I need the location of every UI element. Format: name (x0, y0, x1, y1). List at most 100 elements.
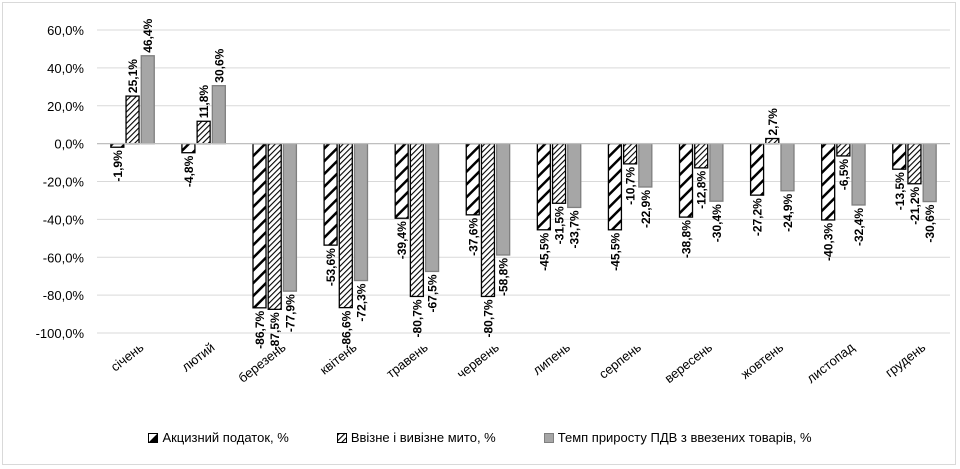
data-label: -27,2% (751, 198, 765, 236)
data-label: -87,5% (268, 312, 282, 350)
data-label: -1,9% (111, 150, 125, 182)
legend-item-excise: Акцизний податок, % (148, 430, 289, 445)
bar-dense-diagonal (551, 142, 567, 204)
data-label: -86,7% (253, 310, 267, 348)
y-tick-label: 40,0% (47, 61, 84, 76)
x-tick-label: лютий (179, 340, 218, 375)
y-tick-label: -20,0% (43, 175, 85, 190)
bar-dense-diagonal (907, 142, 922, 185)
bar-solid-gray (922, 142, 937, 203)
data-label: -45,5% (537, 232, 551, 270)
data-label: -80,7% (410, 299, 424, 337)
bar-solid-gray (851, 142, 866, 206)
y-tick-label: 20,0% (47, 99, 84, 114)
data-label: -10,7% (624, 167, 638, 205)
data-label: -77,9% (283, 294, 297, 332)
bar-solid-gray (709, 142, 724, 202)
bar-dense-diagonal (125, 95, 140, 145)
bar-light-diagonal (821, 142, 836, 221)
legend-label: Ввізне і вивізне мито, % (350, 430, 496, 445)
legend: Акцизний податок, % Ввізне і вивізне мит… (0, 430, 960, 445)
bar-light-diagonal (536, 142, 551, 231)
data-label: 46,4% (141, 18, 155, 52)
data-label: 25,1% (126, 59, 140, 93)
bar-light-diagonal (892, 142, 907, 170)
data-label: -31,5% (553, 206, 567, 244)
legend-item-vat: Темп приросту ПДВ з ввезених товарів, % (543, 430, 812, 445)
data-label: 30,6% (212, 48, 226, 82)
data-label: -53,6% (324, 248, 338, 286)
bar-dense-diagonal (480, 142, 496, 298)
data-label: -6,5% (837, 159, 851, 191)
data-label: -58,8% (497, 258, 511, 296)
x-tick-label: січень (108, 339, 147, 374)
data-label: -30,4% (710, 204, 724, 242)
bar-light-diagonal (181, 142, 196, 154)
bar-dense-diagonal (765, 137, 780, 145)
y-tick-label: -80,0% (43, 288, 85, 303)
x-tick-label: грудень (882, 339, 928, 380)
bar-dense-diagonal (338, 142, 353, 309)
bar-solid-gray (780, 142, 795, 192)
bar-solid-gray (567, 142, 582, 209)
legend-swatch-light-diagonal (148, 432, 159, 443)
data-label: -22,9% (639, 190, 653, 228)
y-tick-label: -60,0% (43, 250, 85, 265)
legend-swatch-gray (543, 432, 554, 443)
x-tick-label: червень (454, 339, 502, 381)
legend-label: Темп приросту ПДВ з ввезених товарів, % (557, 430, 812, 445)
bar-solid-gray (424, 142, 440, 273)
x-tick-label: жовтень (738, 339, 786, 381)
bar-light-diagonal (465, 142, 480, 216)
bar-light-diagonal (323, 142, 338, 246)
x-tick-label: травень (383, 339, 431, 381)
data-labels: -1,9% 25,1%46,4% -4,8% 11,8%30,6% -86,7% -87,… (111, 18, 937, 350)
data-label: -38,8% (680, 220, 694, 258)
bar-dense-diagonal (622, 142, 638, 165)
data-label: -4,8% (182, 155, 196, 187)
data-label: -72,3% (354, 283, 368, 321)
bar-light-diagonal (678, 142, 694, 218)
bar-dense-diagonal (196, 120, 211, 145)
y-tick-label: 60,0% (47, 23, 84, 38)
bar-light-diagonal (607, 142, 623, 231)
bar-solid-gray (282, 142, 298, 292)
legend-swatch-dense-diagonal (336, 432, 347, 443)
bar-solid-gray (140, 55, 155, 145)
y-tick-label: -100,0% (36, 326, 85, 341)
data-label: -24,9% (781, 193, 795, 231)
data-label: -32,4% (852, 208, 866, 246)
data-label: -45,5% (608, 232, 622, 270)
data-label: -30,6% (923, 204, 937, 242)
bar-dense-diagonal (409, 142, 425, 298)
data-label: -39,4% (395, 221, 409, 259)
data-label: -21,2% (908, 186, 922, 224)
data-label: 2,7% (766, 108, 780, 136)
data-label: -67,5% (426, 274, 440, 312)
bar-dense-diagonal (267, 142, 282, 310)
y-tick-label: -40,0% (43, 212, 85, 227)
data-label: -86,6% (339, 310, 353, 348)
bar-light-diagonal (252, 142, 267, 309)
bar-solid-gray (211, 85, 226, 145)
bar-dense-diagonal (694, 142, 709, 169)
data-label: -33,7% (568, 210, 582, 248)
data-label: -80,7% (481, 299, 495, 337)
data-label: -13,5% (893, 172, 907, 210)
bar-solid-gray (638, 142, 653, 188)
data-label: -12,8% (695, 171, 709, 209)
y-axis-ticks: 60,0% 40,0% 20,0% 0,0% -20,0% -40,0% -60,0% -80… (36, 23, 85, 341)
x-tick-label: листопад (804, 339, 858, 386)
bar-solid-gray (353, 142, 369, 282)
x-tick-label: вересень (662, 339, 716, 386)
bars (110, 55, 937, 310)
bar-light-diagonal (749, 142, 765, 196)
legend-item-customs: Ввізне і вивізне мито, % (336, 430, 496, 445)
bar-dense-diagonal (836, 142, 851, 157)
gridlines (97, 29, 950, 334)
data-label: -37,6% (466, 218, 480, 256)
x-axis-ticks: січень лютий березень квітень травень червень… (108, 339, 929, 386)
x-tick-label: серпень (596, 339, 644, 381)
